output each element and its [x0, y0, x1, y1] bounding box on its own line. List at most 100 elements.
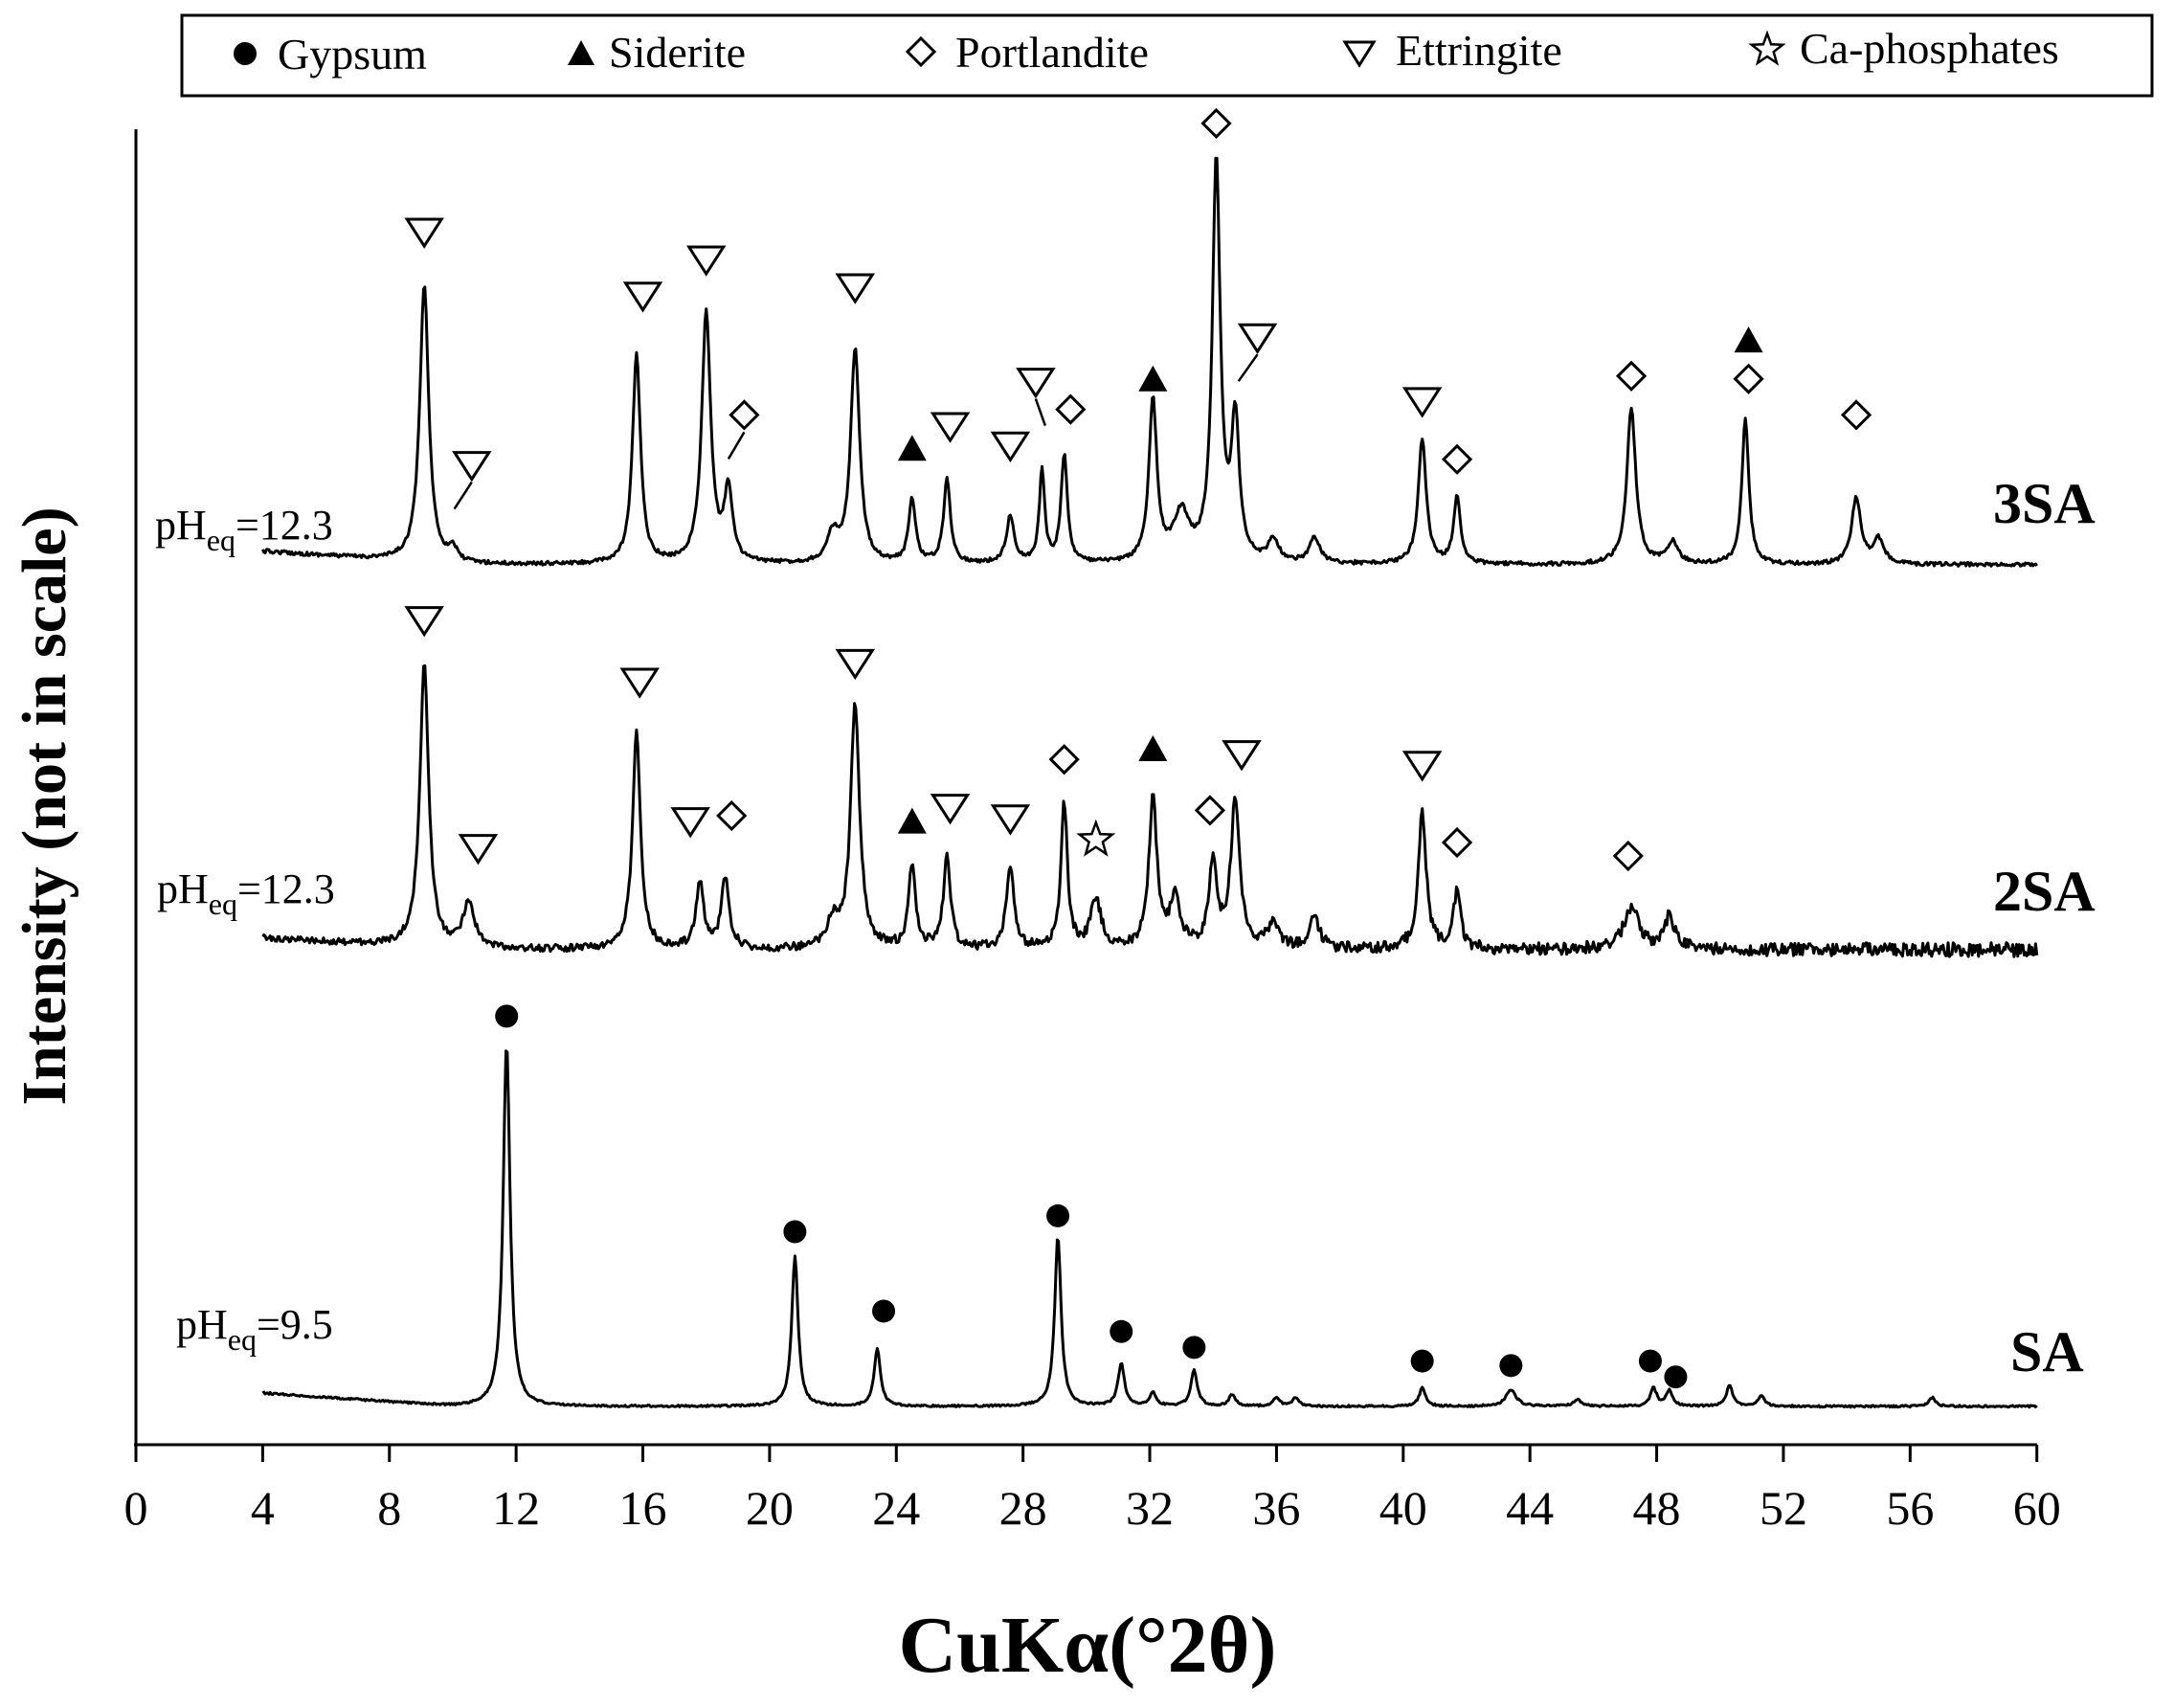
marker-ettringite-3sa	[1237, 323, 1278, 354]
ph-label-2sa: pHeq=12.3	[157, 865, 335, 921]
ph-sub-3sa: eq	[207, 523, 235, 557]
marker-ettringite-2sa	[1401, 751, 1443, 782]
marker-gypsum-sa	[1410, 1349, 1434, 1373]
marker-ettringite-3sa	[404, 217, 444, 249]
x-tick-label: 40	[1379, 1481, 1427, 1535]
series-label-2sa: 2SA	[1993, 860, 2096, 923]
x-tick-label: 52	[1760, 1481, 1807, 1535]
x-tick-label: 4	[251, 1481, 275, 1535]
marker-gypsum-sa	[495, 1004, 519, 1028]
marker-ettringite-2sa	[670, 807, 710, 839]
x-axis-title: CuKα(°2θ)	[899, 1601, 1277, 1690]
marker-leader-line	[727, 431, 746, 461]
marker-leader-line	[1034, 398, 1047, 427]
marker-ettringite-3sa	[685, 245, 727, 277]
marker-gypsum-sa	[872, 1299, 896, 1323]
gypsum-marker-icon	[234, 42, 257, 65]
portlandite-marker-icon	[905, 35, 937, 68]
marker-ettringite-2sa	[619, 667, 660, 699]
series-line-3sa	[261, 156, 2038, 568]
x-tick-label: 32	[1126, 1481, 1174, 1535]
series-label-3sa: 3SA	[1993, 472, 2096, 535]
marker-ettringite-3sa	[930, 412, 971, 443]
x-tick-label: 20	[746, 1481, 794, 1535]
legend-ca-phosphates: Ca-phosphates	[1800, 24, 2059, 73]
ph-prefix-sa: pH	[176, 1301, 228, 1348]
x-tick-label: 0	[124, 1481, 148, 1535]
ph-sub-2sa: eq	[209, 887, 237, 921]
ph-label-sa: pHeq=9.5	[176, 1301, 333, 1357]
siderite-marker-icon	[568, 40, 594, 65]
legend-box	[180, 13, 2154, 98]
marker-ettringite-2sa	[1222, 740, 1262, 772]
marker-ca-phosphate-2sa	[1076, 819, 1116, 857]
marker-portlandite-2sa	[1612, 840, 1644, 872]
marker-siderite-3sa	[1734, 326, 1763, 353]
x-tick-label: 12	[492, 1481, 540, 1535]
marker-leader-line	[453, 481, 473, 510]
series-layer	[261, 107, 2039, 1409]
ettringite-marker-icon	[1342, 40, 1377, 68]
marker-ettringite-2sa	[404, 606, 444, 638]
ph-value-3sa: =12.3	[235, 502, 333, 549]
ph-value-sa: =9.5	[257, 1301, 333, 1348]
marker-gypsum-sa	[1182, 1336, 1206, 1360]
marker-portlandite-3sa	[1200, 107, 1232, 140]
x-tick-label: 16	[619, 1481, 667, 1535]
x-tick-label: 56	[1886, 1481, 1934, 1535]
marker-siderite-2sa	[1138, 735, 1168, 761]
marker-ettringite-3sa	[990, 431, 1031, 463]
ph-prefix-3sa: pH	[155, 502, 207, 549]
y-axis-title: Intensity (not in scale)	[10, 506, 79, 1105]
marker-portlandite-3sa	[1055, 393, 1087, 425]
marker-portlandite-3sa	[1441, 443, 1473, 475]
x-tick-label: 28	[999, 1481, 1047, 1535]
marker-siderite-3sa	[1138, 365, 1168, 392]
ph-sub-sa: eq	[228, 1322, 257, 1357]
marker-gypsum-sa	[1499, 1354, 1523, 1378]
marker-gypsum-sa	[1110, 1319, 1133, 1343]
marker-ettringite-2sa	[930, 794, 971, 825]
marker-leader-line	[1237, 353, 1259, 382]
marker-gypsum-sa	[1638, 1349, 1662, 1373]
series-line-sa	[261, 1049, 2038, 1409]
marker-ettringite-3sa	[622, 281, 663, 313]
marker-gypsum-sa	[1046, 1203, 1070, 1227]
ph-value-2sa: =12.3	[237, 865, 335, 912]
marker-siderite-3sa	[897, 435, 927, 461]
marker-portlandite-2sa	[716, 799, 748, 832]
x-tick-label: 24	[872, 1481, 920, 1535]
marker-gypsum-sa	[783, 1220, 807, 1244]
x-ticks: 0 4 8 12 16 20 24 28 32 36 40 44 48 52 56 60	[124, 1445, 2061, 1535]
legend-portlandite: Portlandite	[955, 28, 1149, 77]
marker-portlandite-2sa	[1048, 744, 1080, 775]
marker-ettringite-3sa	[452, 451, 492, 483]
x-tick-label: 44	[1506, 1481, 1554, 1535]
legend-gypsum: Gypsum	[278, 30, 427, 79]
marker-ettringite-3sa	[1016, 368, 1056, 399]
x-tick-label: 36	[1252, 1481, 1300, 1535]
marker-siderite-2sa	[897, 807, 927, 834]
legend-siderite: Siderite	[609, 28, 746, 77]
marker-ettringite-3sa	[835, 273, 876, 304]
marker-ettringite-3sa	[1401, 387, 1443, 418]
series-label-sa: SA	[2010, 1320, 2084, 1383]
legend-ettringite: Ettringite	[1396, 26, 1562, 75]
marker-portlandite-2sa	[1441, 826, 1473, 859]
ph-prefix-2sa: pH	[157, 865, 209, 912]
series-line-2sa	[261, 663, 2039, 958]
legend: Gypsum Siderite Portlandite Ettringite C…	[234, 24, 2059, 79]
ca-phosphates-marker-icon	[1748, 30, 1786, 66]
marker-gypsum-sa	[1664, 1365, 1688, 1389]
x-tick-label: 48	[1633, 1481, 1681, 1535]
marker-portlandite-3sa	[1840, 399, 1872, 431]
marker-portlandite-2sa	[1194, 795, 1226, 826]
x-tick-label: 8	[377, 1481, 401, 1535]
marker-portlandite-3sa	[1615, 360, 1648, 392]
marker-ettringite-2sa	[458, 834, 499, 865]
marker-ettringite-2sa	[990, 804, 1031, 836]
marker-portlandite-3sa	[729, 399, 760, 431]
marker-ettringite-2sa	[835, 648, 876, 681]
ph-label-3sa: pHeq=12.3	[155, 502, 333, 557]
